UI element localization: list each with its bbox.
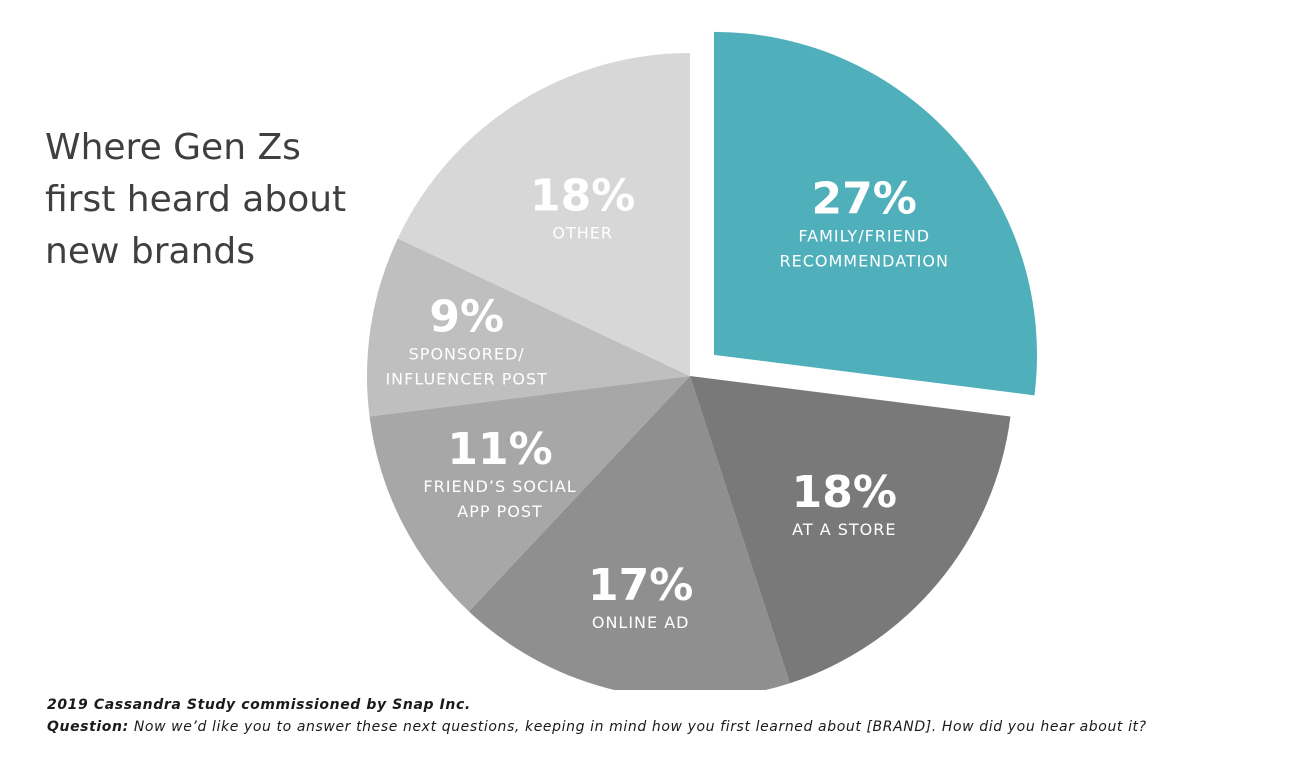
chart-title: Where Gen Zs first heard about new brand… — [45, 122, 365, 278]
question-label: Question: — [47, 719, 129, 735]
pie-slice — [366, 238, 690, 417]
pie-slice — [369, 376, 690, 612]
slice-category-label: SPONSORED/ — [409, 345, 525, 364]
source-note: 2019 Cassandra Study commissioned by Sna… — [47, 697, 471, 713]
slice-value-label: 11% — [447, 424, 552, 475]
slice-category-label: FRIEND’S SOCIAL — [423, 477, 576, 496]
slice-value-label: 18% — [530, 170, 635, 221]
question-text: Now we’d like you to answer these next q… — [128, 719, 1147, 735]
slice-category-label: INFLUENCER POST — [385, 370, 547, 389]
slice-category-label: ONLINE AD — [592, 613, 690, 632]
pie-slice — [714, 31, 1038, 396]
slice-value-label: 17% — [588, 560, 693, 611]
pie-slice — [690, 376, 1011, 684]
pie-chart: 27% FAMILY/FRIEND RECOMMENDATION 18% AT A ST… — [366, 31, 1038, 690]
slice-category-label: AT A STORE — [792, 520, 896, 539]
chart-title-line-1: Where Gen Zs — [45, 127, 301, 168]
pie-slice — [397, 53, 690, 376]
slice-category-label: FAMILY/FRIEND — [798, 226, 930, 245]
slice-category-label: OTHER — [552, 223, 613, 242]
slice-category-label: APP POST — [457, 502, 543, 521]
pie-slice — [468, 376, 790, 690]
chart-title-line-2: first heard about — [45, 179, 347, 220]
slice-value-label: 9% — [429, 292, 504, 343]
chart-footer: 2019 Cassandra Study commissioned by Sna… — [47, 694, 1147, 738]
question-note: Question: Now we’d like you to answer th… — [47, 716, 1147, 738]
chart-title-line-3: new brands — [45, 231, 255, 272]
slice-value-label: 18% — [792, 467, 897, 518]
slice-value-label: 27% — [812, 173, 917, 224]
slice-category-label: RECOMMENDATION — [779, 251, 948, 270]
